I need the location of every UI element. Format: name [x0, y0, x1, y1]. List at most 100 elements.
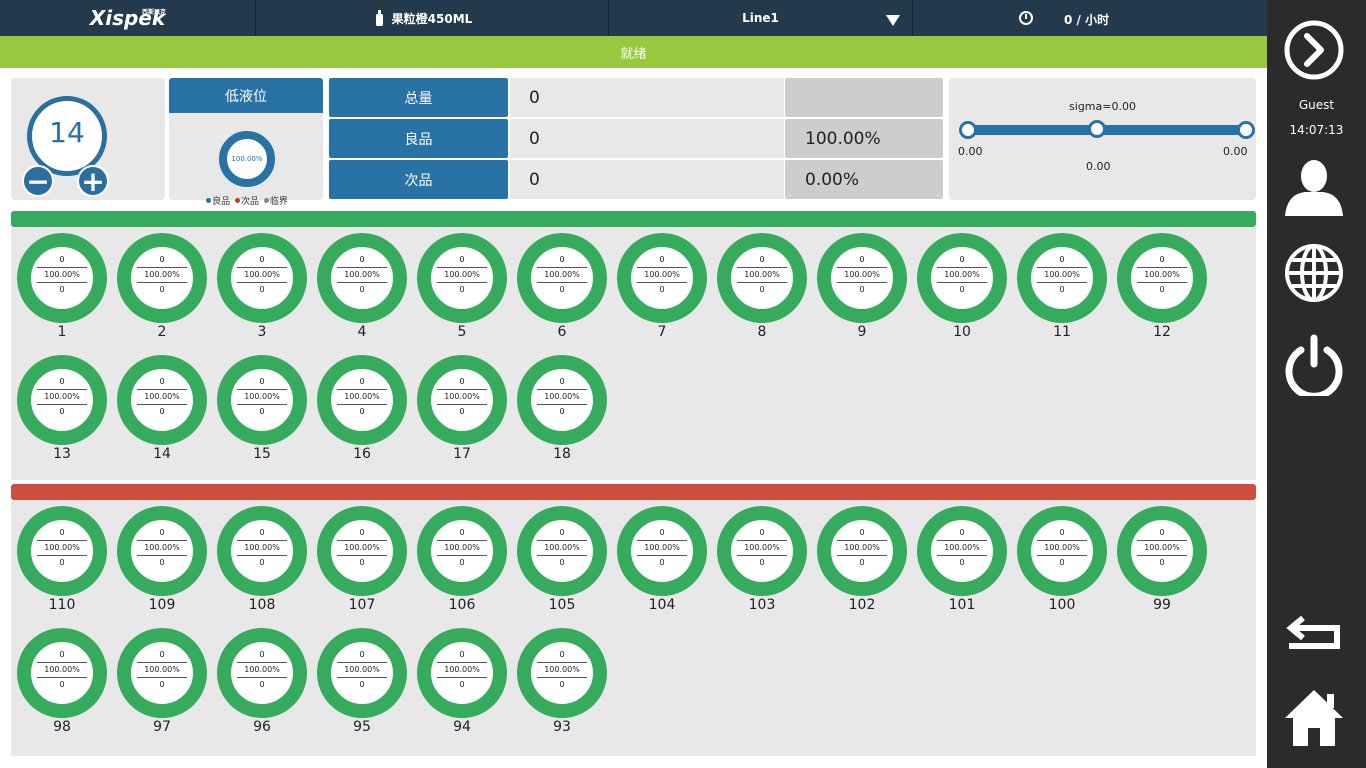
valve-percent: 100.00% [244, 392, 280, 401]
valve-gauge[interactable]: 0 100.00% 0 108 [217, 506, 307, 616]
valve-gauge[interactable]: 0 100.00% 0 9 [817, 233, 907, 343]
valve-percent: 100.00% [644, 270, 680, 279]
valve-divider [437, 389, 487, 390]
return-icon[interactable] [1283, 600, 1345, 662]
line-selector[interactable]: Line1 [609, 0, 913, 36]
valve-top-count: 0 [359, 650, 365, 659]
valve-gauge[interactable]: 0 100.00% 0 102 [817, 506, 907, 616]
increment-button[interactable]: + [77, 165, 109, 197]
home-icon[interactable] [1283, 686, 1345, 748]
valve-bottom-count: 0 [759, 558, 765, 567]
valve-number: 15 [253, 446, 271, 462]
valve-gauge[interactable]: 0 100.00% 0 10 [917, 233, 1007, 343]
valve-gauge[interactable]: 0 100.00% 0 6 [517, 233, 607, 343]
valve-gauge[interactable]: 0 100.00% 0 109 [117, 506, 207, 616]
valve-gauge[interactable]: 0 100.00% 0 107 [317, 506, 407, 616]
valve-gauge[interactable]: 0 100.00% 0 99 [1117, 506, 1207, 616]
sigma-slider-track[interactable] [969, 125, 1246, 135]
valve-bottom-count: 0 [459, 680, 465, 689]
valve-bottom-count: 0 [559, 558, 565, 567]
valve-gauge[interactable]: 0 100.00% 0 13 [17, 355, 107, 465]
valve-divider [1137, 267, 1187, 268]
valve-divider [437, 555, 487, 556]
valve-number: 13 [53, 446, 71, 462]
valve-gauge[interactable]: 0 100.00% 0 94 [417, 628, 507, 738]
user-icon[interactable] [1283, 158, 1345, 220]
valve-gauge[interactable]: 0 100.00% 0 104 [617, 506, 707, 616]
sigma-right-handle[interactable] [1237, 121, 1255, 139]
valve-divider [637, 282, 687, 283]
valve-gauge[interactable]: 0 100.00% 0 12 [1117, 233, 1207, 343]
globe-icon[interactable] [1283, 242, 1345, 304]
stat-label: 良品 [329, 119, 508, 158]
valve-bottom-count: 0 [1059, 285, 1065, 294]
valve-percent: 100.00% [144, 665, 180, 674]
low-level-title[interactable]: 低液位 [169, 78, 323, 113]
valve-gauge[interactable]: 0 100.00% 0 2 [117, 233, 207, 343]
valve-gauge[interactable]: 0 100.00% 0 5 [417, 233, 507, 343]
valve-gauge[interactable]: 0 100.00% 0 98 [17, 628, 107, 738]
valve-gauge[interactable]: 0 100.00% 0 100 [1017, 506, 1107, 616]
valve-gauge[interactable]: 0 100.00% 0 96 [217, 628, 307, 738]
legend-dot-bad [234, 198, 240, 203]
forward-icon[interactable] [1283, 19, 1345, 81]
valve-top-count: 0 [459, 255, 465, 264]
dropdown-arrow-icon[interactable] [886, 15, 900, 26]
valve-gauge[interactable]: 0 100.00% 0 8 [717, 233, 807, 343]
valve-gauge[interactable]: 0 100.00% 0 101 [917, 506, 1007, 616]
valve-divider [437, 282, 487, 283]
valve-divider [337, 404, 387, 405]
legend-dot-good [206, 198, 212, 203]
valve-divider [137, 555, 187, 556]
valve-top-count: 0 [559, 528, 565, 537]
valve-divider [37, 267, 87, 268]
valve-divider [1037, 282, 1087, 283]
valve-gauge[interactable]: 0 100.00% 0 14 [117, 355, 207, 465]
valve-number: 105 [548, 597, 576, 613]
valve-gauge[interactable]: 0 100.00% 0 18 [517, 355, 607, 465]
sigma-left-handle[interactable] [959, 121, 977, 139]
status-bar: 就绪 [0, 36, 1267, 68]
stat-percent: 100.00% [785, 119, 943, 158]
valve-bottom-count: 0 [59, 558, 65, 567]
valve-gauge[interactable]: 0 100.00% 0 97 [117, 628, 207, 738]
valve-divider [37, 540, 87, 541]
valve-gauge[interactable]: 0 100.00% 0 93 [517, 628, 607, 738]
valve-gauge[interactable]: 0 100.00% 0 11 [1017, 233, 1107, 343]
valve-divider [137, 677, 187, 678]
valve-gauge[interactable]: 0 100.00% 0 16 [317, 355, 407, 465]
decrement-button[interactable]: − [22, 165, 54, 197]
valve-gauge[interactable]: 0 100.00% 0 1 [17, 233, 107, 343]
stat-row-good: 良品 0 100.00% [329, 119, 943, 158]
valve-gauge[interactable]: 0 100.00% 0 95 [317, 628, 407, 738]
valve-divider [437, 540, 487, 541]
valve-top-count: 0 [59, 255, 65, 264]
valve-gauge[interactable]: 0 100.00% 0 4 [317, 233, 407, 343]
valve-gauge[interactable]: 0 100.00% 0 103 [717, 506, 807, 616]
valve-bottom-count: 0 [359, 407, 365, 416]
valve-gauge[interactable]: 0 100.00% 0 106 [417, 506, 507, 616]
valve-gauge[interactable]: 0 100.00% 0 7 [617, 233, 707, 343]
valve-number: 93 [553, 719, 571, 735]
valve-bottom-count: 0 [859, 558, 865, 567]
counter-ring [27, 96, 107, 176]
valve-divider [637, 540, 687, 541]
product-selector[interactable]: 果粒橙450ML [256, 0, 609, 36]
valve-divider [537, 389, 587, 390]
valve-gauge[interactable]: 0 100.00% 0 110 [17, 506, 107, 616]
low-level-legend: 良品 次品 临界 [169, 194, 323, 207]
low-level-donut: 100.00% [219, 131, 275, 187]
valve-divider [537, 677, 587, 678]
valve-gauge[interactable]: 0 100.00% 0 17 [417, 355, 507, 465]
valve-gauge[interactable]: 0 100.00% 0 3 [217, 233, 307, 343]
valve-top-count: 0 [359, 377, 365, 386]
valve-number: 102 [848, 597, 876, 613]
valve-gauge[interactable]: 0 100.00% 0 105 [517, 506, 607, 616]
valve-number: 12 [1153, 324, 1171, 340]
valve-gauge[interactable]: 0 100.00% 0 15 [217, 355, 307, 465]
power-icon[interactable] [1283, 334, 1345, 396]
valve-divider [137, 404, 187, 405]
sigma-mid-handle[interactable] [1088, 120, 1106, 138]
valve-divider [137, 282, 187, 283]
valve-ring [717, 506, 807, 596]
